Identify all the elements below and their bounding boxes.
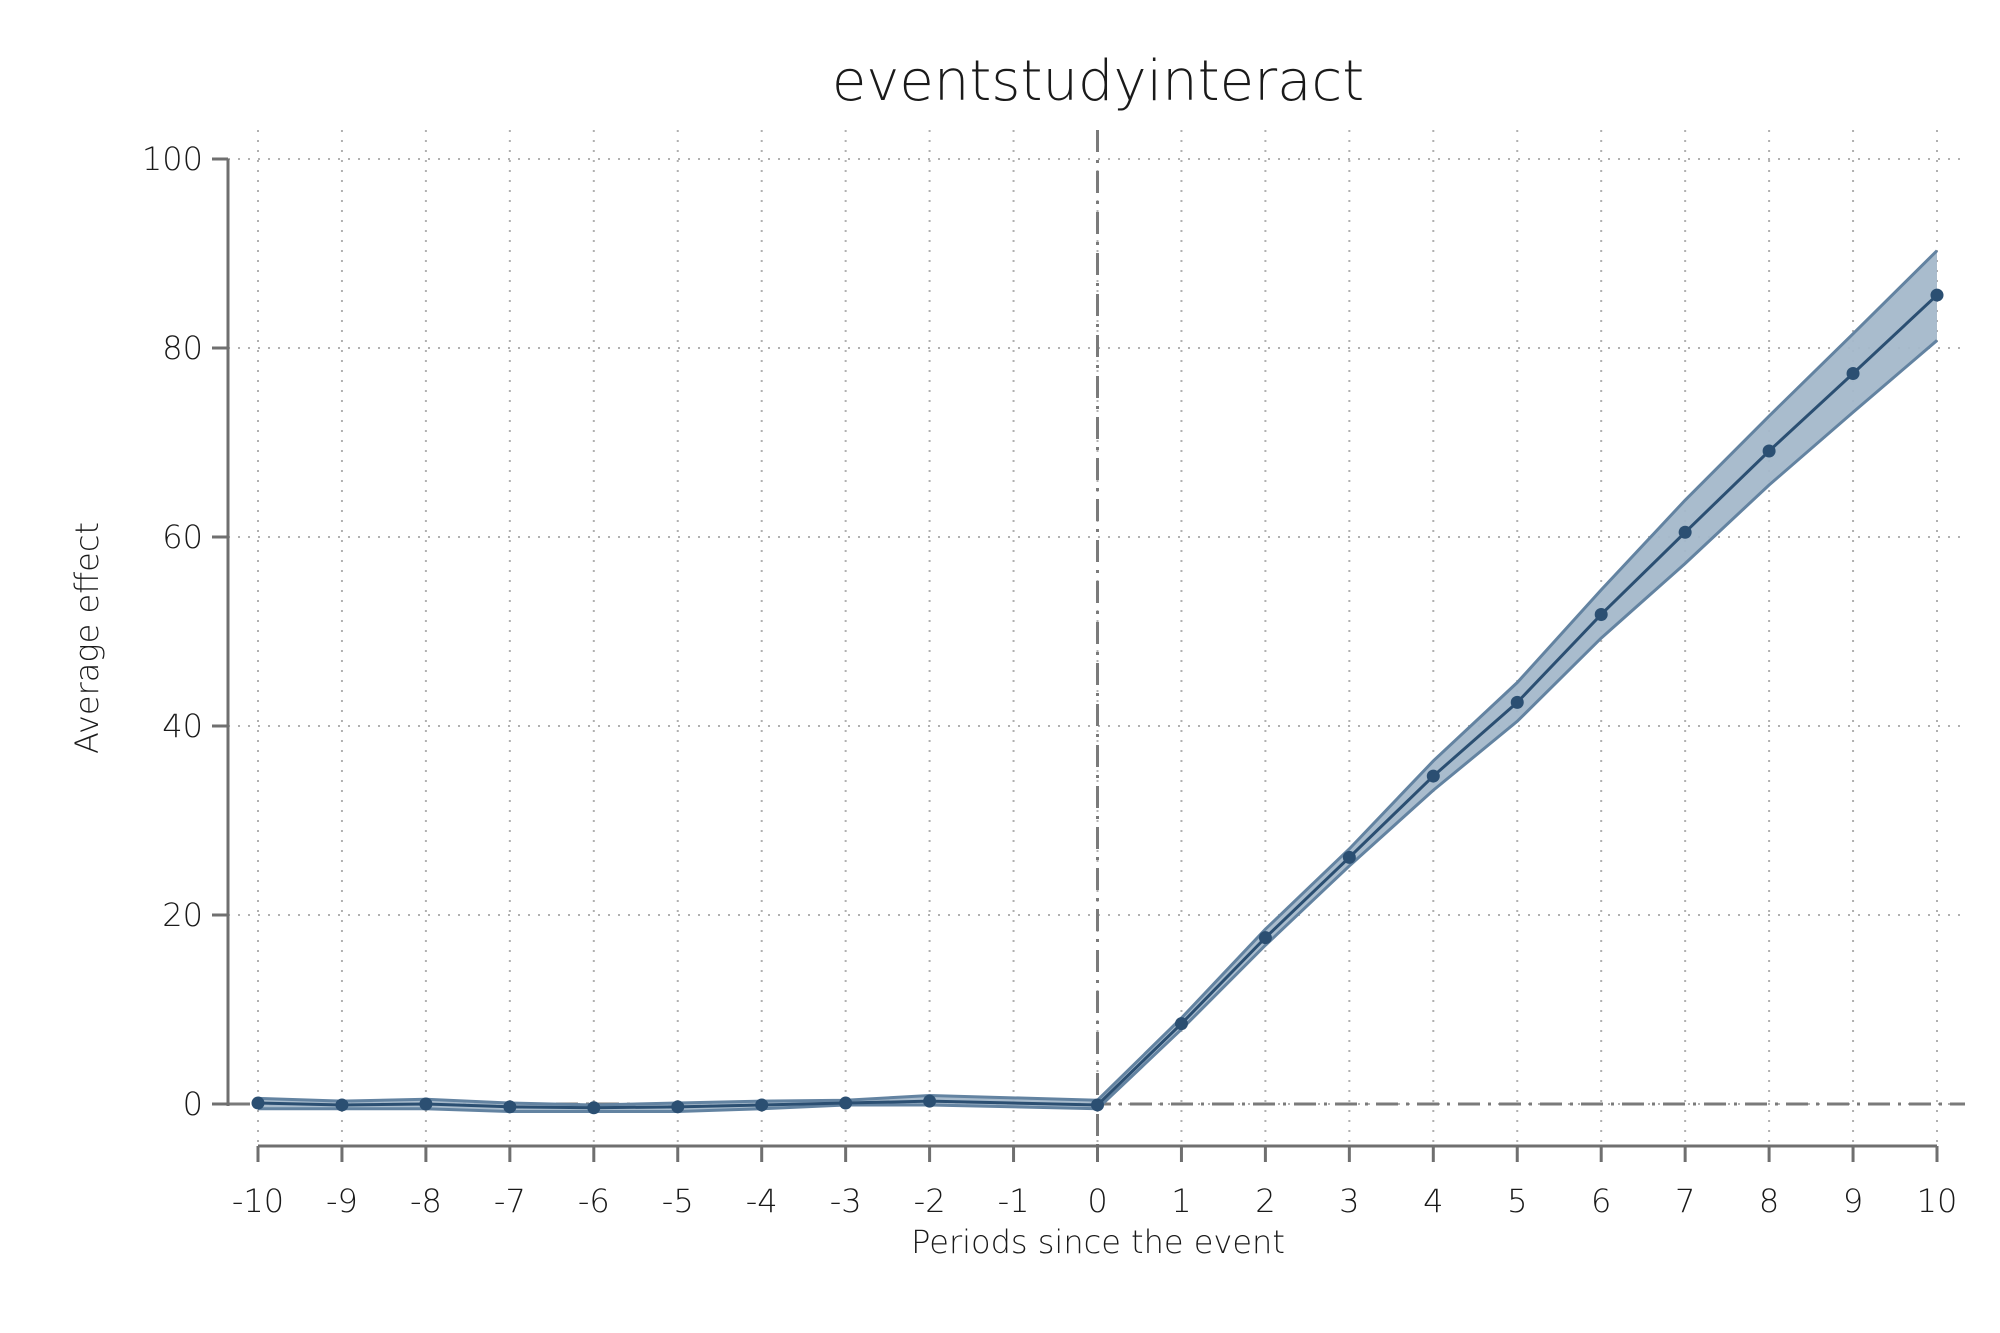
y-axis-title: Average effect xyxy=(68,522,106,754)
data-point xyxy=(251,1096,265,1110)
x-tick-label: 3 xyxy=(1339,1182,1359,1220)
x-tick-label: -10 xyxy=(232,1182,284,1220)
y-tick-label: 80 xyxy=(162,329,203,367)
data-point xyxy=(335,1098,349,1112)
x-tick-label: 6 xyxy=(1591,1182,1611,1220)
axes xyxy=(212,157,1939,1162)
x-tick-label: -1 xyxy=(998,1182,1030,1220)
x-tick-label: -6 xyxy=(578,1182,610,1220)
x-tick-label: 10 xyxy=(1917,1182,1958,1220)
x-tick-label: 4 xyxy=(1423,1182,1443,1220)
data-point xyxy=(1091,1098,1104,1112)
x-tick-label: -2 xyxy=(914,1182,946,1220)
x-tick-label: 5 xyxy=(1507,1182,1527,1220)
y-tick-label: 60 xyxy=(162,518,203,556)
data-point xyxy=(755,1098,769,1112)
chart-title: eventstudyinteract xyxy=(832,49,1364,114)
data-point xyxy=(1762,444,1776,458)
x-tick-label: -5 xyxy=(662,1182,694,1220)
reference-lines xyxy=(228,130,1965,1146)
series-group xyxy=(251,288,1944,1115)
data-point xyxy=(923,1094,937,1108)
ci-upper-edge xyxy=(257,249,1939,1107)
data-point xyxy=(839,1096,853,1110)
y-tick-label: 40 xyxy=(162,707,203,745)
data-point xyxy=(503,1100,517,1114)
tick-labels: -10 -9 -8 -7 -6 -5 -4 -3 -2 -1 0 1 2 3 4 5 6 7 8 9 100204060… xyxy=(142,140,1957,1220)
data-point xyxy=(1510,695,1524,709)
series-line xyxy=(257,293,1939,1110)
x-tick-label: 1 xyxy=(1171,1182,1191,1220)
x-tick-label: -7 xyxy=(494,1182,526,1220)
data-point xyxy=(587,1101,601,1115)
x-tick-label: -4 xyxy=(746,1182,778,1220)
data-point xyxy=(1594,607,1608,621)
data-point xyxy=(1342,850,1356,864)
data-point xyxy=(1258,931,1272,945)
x-axis-title: Periods since the event xyxy=(911,1223,1285,1261)
data-point xyxy=(1678,525,1692,539)
data-point xyxy=(1846,367,1860,381)
x-tick-label: -8 xyxy=(410,1182,442,1220)
x-tick-label: -3 xyxy=(830,1182,862,1220)
data-point xyxy=(1426,769,1440,783)
data-point xyxy=(1930,288,1944,302)
data-point xyxy=(671,1100,685,1114)
x-tick-label: 9 xyxy=(1843,1182,1863,1220)
data-point xyxy=(1174,1017,1188,1031)
data-point xyxy=(419,1097,433,1111)
y-tick-label: 100 xyxy=(142,140,203,178)
confidence-band xyxy=(257,249,1939,1114)
x-tick-label: 7 xyxy=(1675,1182,1695,1220)
x-tick-label: 2 xyxy=(1255,1182,1275,1220)
x-tick-label: 8 xyxy=(1759,1182,1779,1220)
x-tick-label: -9 xyxy=(326,1182,358,1220)
y-tick-label: 20 xyxy=(162,896,203,934)
y-tick-label: 0 xyxy=(183,1085,203,1123)
x-tick-label: 0 xyxy=(1087,1182,1107,1220)
ci-lower-edge xyxy=(258,339,1938,1114)
